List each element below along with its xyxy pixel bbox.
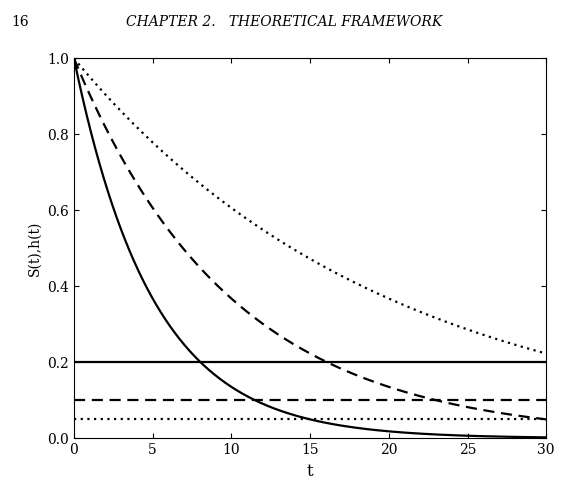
Y-axis label: S(t),h(t): S(t),h(t) — [28, 221, 42, 276]
Text: CHAPTER 2.   THEORETICAL FRAMEWORK: CHAPTER 2. THEORETICAL FRAMEWORK — [126, 15, 443, 29]
Text: 16: 16 — [11, 15, 29, 29]
X-axis label: t: t — [307, 463, 314, 480]
